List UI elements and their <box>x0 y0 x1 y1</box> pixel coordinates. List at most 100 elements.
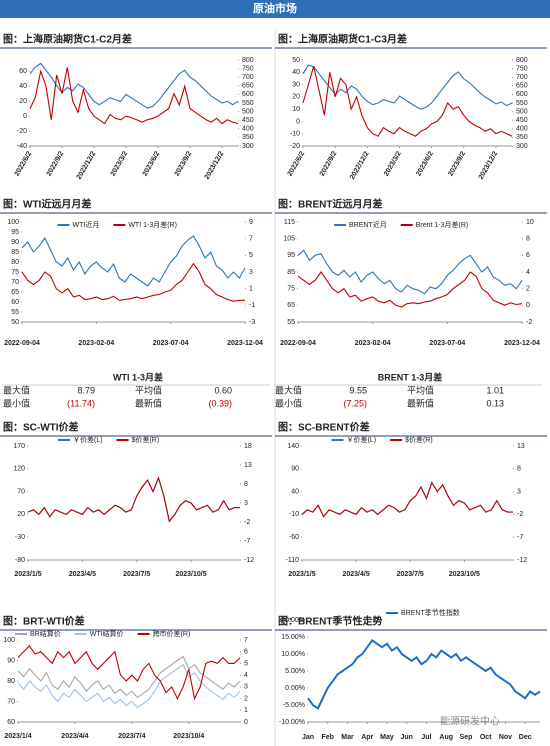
y2-tick-label: 18 <box>244 443 252 450</box>
table-cell: (7.25) <box>343 398 367 408</box>
y2-tick-label: -1 <box>249 302 255 309</box>
table-cell: 最新值 <box>407 397 434 408</box>
y2-tick-label: 5 <box>249 252 253 259</box>
y-tick-label: 105 <box>283 236 295 243</box>
y2-tick-label: 6 <box>244 649 248 656</box>
x-tick-label: 2023/12/2 <box>204 150 226 181</box>
y2-tick-label: 8 <box>244 481 248 488</box>
series-line <box>297 271 523 308</box>
table-cell: 最大值 <box>3 384 30 395</box>
y2-tick-label: 800 <box>242 57 254 64</box>
y2-tick-label: 3 <box>517 488 521 495</box>
chart-title: 图：BRT-WTI价差 <box>3 615 85 628</box>
x-tick-label: 2023-12-04 <box>504 340 540 347</box>
y-tick-label: 0 <box>296 118 300 125</box>
series-line <box>29 62 239 109</box>
legend-label: BR结算价 <box>30 629 61 638</box>
y2-tick-label: 1 <box>244 707 248 714</box>
y-tick-label: 20 <box>19 98 27 105</box>
table-cell: 平均值 <box>135 384 162 395</box>
y-tick-label: 80 <box>7 678 15 685</box>
y2-tick-label: 600 <box>242 91 254 98</box>
y2-tick-label: -2 <box>244 519 250 526</box>
y-tick-label: 90 <box>7 657 15 664</box>
series-line <box>297 249 523 295</box>
y2-tick-label: 650 <box>516 83 528 90</box>
x-tick-label: Feb <box>322 734 334 741</box>
watermark: 能源研发中心 <box>440 715 500 728</box>
y2-tick-label: 550 <box>516 100 528 107</box>
y2-tick-label: 350 <box>516 134 528 141</box>
x-tick-label: 2023/12/2 <box>478 150 500 181</box>
table-cell: 9.55 <box>349 385 367 395</box>
y-tick-label: 55 <box>11 309 19 316</box>
header-bar <box>0 0 550 18</box>
x-tick-label: 2022/12/2 <box>349 150 371 181</box>
legend-label: Brent 1-3月差(R) <box>416 220 469 229</box>
chart-title: 图：SC-WTI价差 <box>3 421 79 434</box>
y2-tick-label: 2 <box>526 286 530 293</box>
y2-tick-label: 3 <box>249 269 253 276</box>
y2-tick-label: 300 <box>516 143 528 150</box>
y-tick-label: 10.00% <box>281 651 305 658</box>
y2-tick-label: 7 <box>244 637 248 644</box>
x-tick-label: Oct <box>480 734 492 741</box>
y2-tick-label: 0 <box>526 302 530 309</box>
y2-tick-label: 500 <box>516 108 528 115</box>
x-tick-label: 2023/9/2 <box>174 150 194 177</box>
y2-tick-label: 8 <box>517 466 521 473</box>
y-tick-label: 85 <box>287 269 295 276</box>
y-tick-label: 60 <box>19 68 27 75</box>
legend-label: WTI近月 <box>73 220 100 229</box>
chart-title: 图：SC-BRENT价差 <box>278 421 370 434</box>
y2-tick-label: 9 <box>249 219 253 226</box>
series-line <box>21 235 246 287</box>
x-tick-label: May <box>380 734 394 741</box>
y-tick-label: 20 <box>17 511 25 518</box>
y-tick-label: 65 <box>11 289 19 296</box>
chart-title: 图：BRENT近远月月差 <box>278 198 382 211</box>
x-tick-label: Sep <box>460 734 473 741</box>
y-tick-label: 170 <box>13 443 25 450</box>
x-tick-label: 2023-02-04 <box>78 340 114 347</box>
y-tick-label: 40 <box>292 69 300 76</box>
y-tick-label: 115 <box>284 219 295 226</box>
y2-tick-label: 700 <box>516 74 528 81</box>
y-tick-label: 75 <box>287 286 295 293</box>
x-tick-label: 2022/9/2 <box>319 150 339 177</box>
y-tick-label: 40 <box>19 83 27 90</box>
legend-label: ￥价差(L) <box>347 435 377 444</box>
table-title: WTI 1-3月差 <box>113 371 163 382</box>
y-tick-label: 70 <box>17 488 25 495</box>
x-tick-label: 2023/1/5 <box>288 571 315 578</box>
series-line <box>17 645 241 701</box>
y2-tick-label: 800 <box>516 57 528 64</box>
x-tick-label: 2023/3/2 <box>110 150 130 177</box>
table-cell: 8.79 <box>77 385 95 395</box>
y-tick-label: 60 <box>11 299 19 306</box>
table-cell: (11.74) <box>67 398 95 408</box>
y2-tick-label: -12 <box>244 557 254 564</box>
y2-tick-label: -12 <box>517 557 527 564</box>
x-tick-label: 2023/10/4 <box>173 733 204 740</box>
y2-tick-label: -3 <box>249 319 255 326</box>
y2-tick-label: 400 <box>516 126 528 133</box>
y-tick-label: 90 <box>11 239 19 246</box>
y-tick-label: 140 <box>287 443 299 450</box>
x-tick-label: 2023-07-04 <box>429 340 465 347</box>
legend-label: BRENT近月 <box>349 220 387 229</box>
legend-label: BRENT季节性指数 <box>401 608 460 617</box>
table-cell: 0.60 <box>214 385 232 395</box>
y-tick-label: -20 <box>290 143 300 150</box>
y2-tick-label: 400 <box>242 126 254 133</box>
x-tick-label: 2023/4/5 <box>342 571 369 578</box>
y-tick-label: 55 <box>287 319 295 326</box>
series-line <box>302 65 513 137</box>
y-tick-label: 65 <box>287 302 295 309</box>
header-title: 原油市场 <box>253 1 297 15</box>
y2-tick-label: 300 <box>242 143 254 150</box>
y-tick-label: -60 <box>289 534 299 541</box>
x-tick-label: Jan <box>302 734 314 741</box>
x-tick-label: 2023/10/5 <box>175 571 206 578</box>
